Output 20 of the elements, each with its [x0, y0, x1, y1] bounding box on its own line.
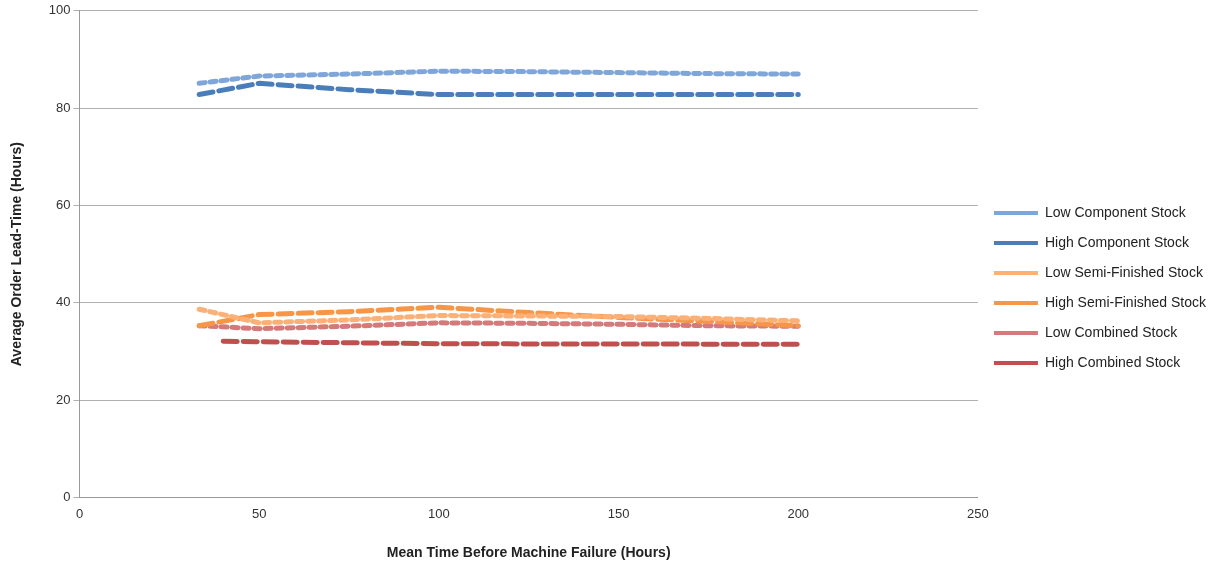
y-tick-label: 60	[56, 197, 71, 213]
legend-label: Low Component Stock	[1044, 203, 1187, 220]
x-axis-title: Mean Time Before Machine Failure (Hours)	[386, 544, 671, 561]
y-tick-label: 40	[56, 294, 71, 310]
y-tick-label: 100	[48, 2, 71, 18]
y-tick-label: 80	[56, 99, 71, 115]
legend-label: High Combined Stock	[1044, 353, 1182, 370]
legend-label: High Component Stock	[1044, 233, 1190, 250]
x-tick-label: 250	[967, 505, 989, 521]
y-tick-label: 20	[56, 391, 71, 407]
x-tick-label: 200	[787, 505, 810, 521]
x-tick-label: 0	[75, 505, 84, 521]
legend-label: Low Semi-Finished Stock	[1044, 263, 1204, 280]
x-tick-label: 150	[607, 505, 630, 521]
legend-label: High Semi-Finished Stock	[1044, 293, 1207, 310]
y-axis-title: Average Order Lead-Time (Hours)	[8, 142, 25, 367]
x-tick-label: 100	[428, 505, 450, 521]
legend-label: Low Combined Stock	[1044, 323, 1179, 340]
y-tick-label: 0	[63, 489, 71, 505]
x-tick-label: 50	[251, 505, 267, 521]
